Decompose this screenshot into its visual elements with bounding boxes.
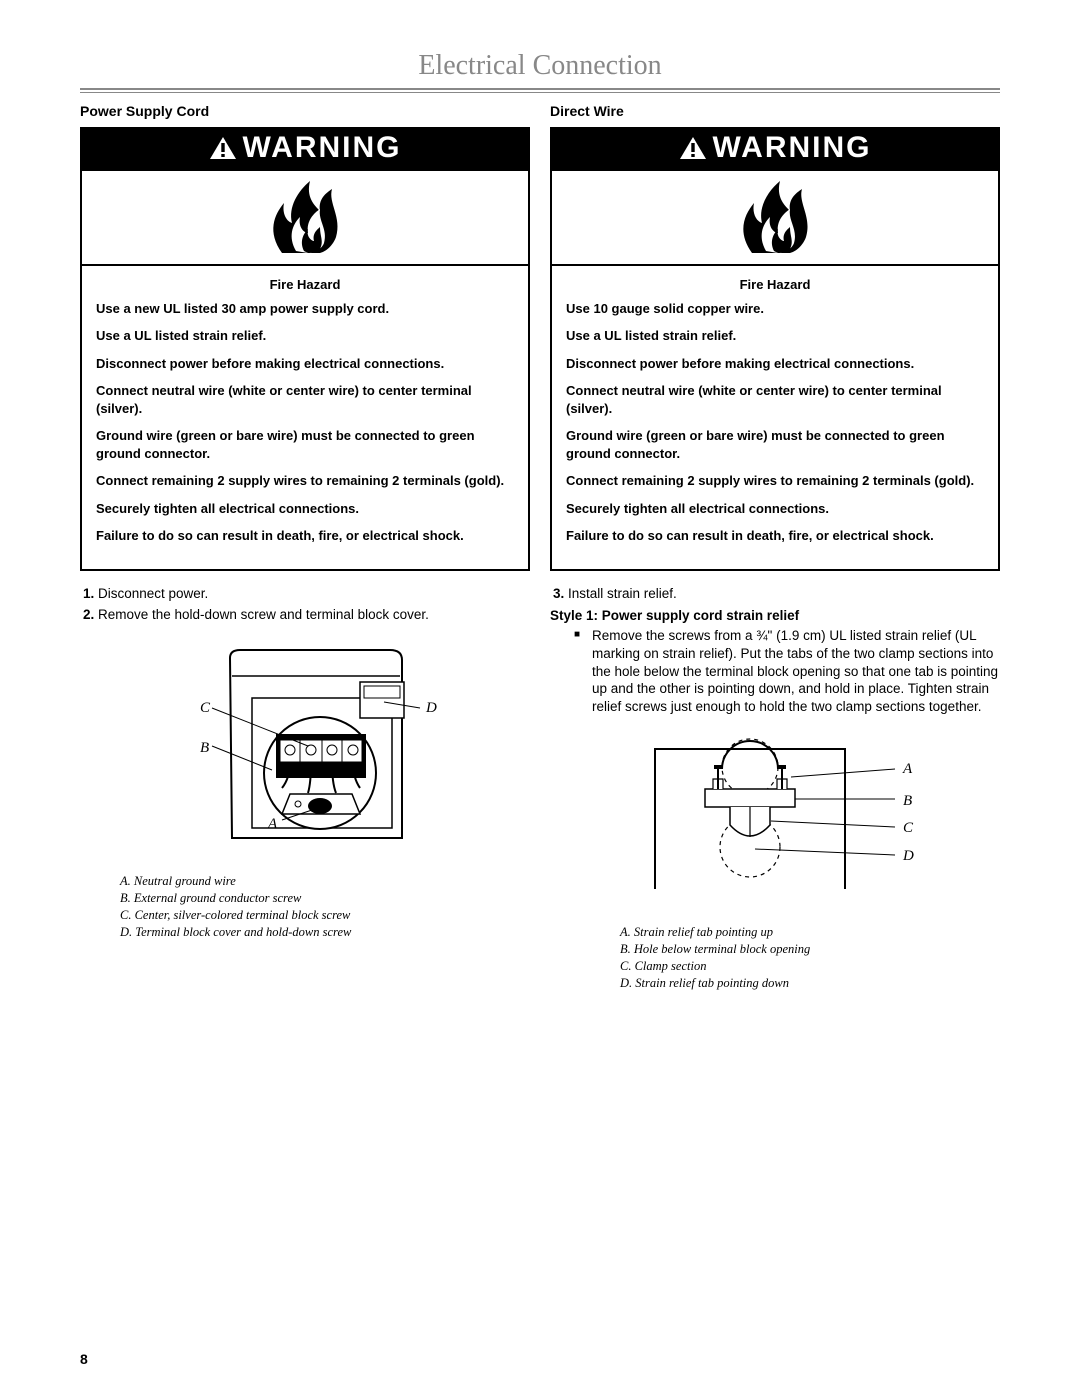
right-warning-header: WARNING: [552, 129, 998, 171]
diagram-label-b: B: [200, 740, 209, 756]
left-warning-box: WARNING Fire Hazard Use a new UL listed …: [80, 127, 530, 571]
step-item: Disconnect power.: [98, 585, 530, 603]
bullet-text: Remove the screws from a ¾" (1.9 cm) UL …: [550, 627, 1000, 715]
left-warning-body: Fire Hazard Use a new UL listed 30 amp p…: [82, 266, 528, 569]
hazard-line: Use 10 gauge solid copper wire.: [566, 300, 984, 318]
diagram-label-a: A: [902, 761, 913, 777]
flame-icon: [732, 177, 818, 255]
left-hazard-title: Fire Hazard: [96, 276, 514, 294]
caption-line: B. Hole below terminal block opening: [620, 941, 1000, 958]
right-diagram: A B C D A. Strain relief tab pointing up…: [550, 729, 1000, 992]
right-steps: Install strain relief. Style 1: Power su…: [550, 585, 1000, 715]
title-rule: [80, 88, 1000, 93]
right-column: Direct Wire WARNING Fire Hazard U: [550, 103, 1000, 992]
diagram-label-b: B: [903, 793, 912, 809]
step-item: Remove the hold-down screw and terminal …: [98, 606, 530, 624]
hazard-line: Failure to do so can result in death, fi…: [566, 527, 984, 545]
diagram-label-c: C: [200, 700, 211, 716]
alert-triangle-icon: [679, 136, 707, 160]
caption-line: D. Terminal block cover and hold-down sc…: [120, 924, 530, 941]
left-warning-header: WARNING: [82, 129, 528, 171]
right-hazard-title: Fire Hazard: [566, 276, 984, 294]
two-column-layout: Power Supply Cord WARNING Fire Hazard: [80, 103, 1000, 992]
hazard-line: Use a UL listed strain relief.: [566, 327, 984, 345]
caption-line: A. Strain relief tab pointing up: [620, 924, 1000, 941]
left-warning-label: WARNING: [243, 131, 402, 165]
caption-line: B. External ground conductor screw: [120, 890, 530, 907]
hazard-line: Ground wire (green or bare wire) must be…: [566, 427, 984, 462]
right-warning-body: Fire Hazard Use 10 gauge solid copper wi…: [552, 266, 998, 569]
diagram-label-c: C: [903, 820, 914, 836]
hazard-line: Use a new UL listed 30 amp power supply …: [96, 300, 514, 318]
alert-triangle-icon: [209, 136, 237, 160]
hazard-line: Ground wire (green or bare wire) must be…: [96, 427, 514, 462]
caption-line: C. Clamp section: [620, 958, 1000, 975]
diagram-label-d: D: [902, 848, 914, 864]
left-column: Power Supply Cord WARNING Fire Hazard: [80, 103, 530, 992]
flame-icon: [262, 177, 348, 255]
hazard-line: Connect neutral wire (white or center wi…: [96, 382, 514, 417]
diagram-label-d: D: [425, 700, 437, 716]
right-caption: A. Strain relief tab pointing up B. Hole…: [550, 924, 1000, 992]
right-warning-box: WARNING Fire Hazard Use 10 gauge solid c…: [550, 127, 1000, 571]
right-heading: Direct Wire: [550, 103, 1000, 119]
right-flame-area: [552, 171, 998, 266]
hazard-line: Securely tighten all electrical connecti…: [566, 500, 984, 518]
hazard-line: Disconnect power before making electrica…: [566, 355, 984, 373]
hazard-line: Use a UL listed strain relief.: [96, 327, 514, 345]
hazard-line: Connect neutral wire (white or center wi…: [566, 382, 984, 417]
dryer-terminal-diagram: C B A D: [140, 638, 470, 858]
left-steps: Disconnect power. Remove the hold-down s…: [80, 585, 530, 624]
left-caption: A. Neutral ground wire B. External groun…: [80, 873, 530, 941]
strain-relief-diagram: A B C D: [595, 729, 955, 909]
caption-line: D. Strain relief tab pointing down: [620, 975, 1000, 992]
caption-line: C. Center, silver-colored terminal block…: [120, 907, 530, 924]
diagram-label-a: A: [267, 816, 278, 832]
style-heading: Style 1: Power supply cord strain relief: [550, 607, 1000, 625]
page-number: 8: [80, 1351, 88, 1367]
step-item: Install strain relief.: [568, 585, 1000, 603]
hazard-line: Connect remaining 2 supply wires to rema…: [566, 472, 984, 490]
hazard-line: Connect remaining 2 supply wires to rema…: [96, 472, 514, 490]
caption-line: A. Neutral ground wire: [120, 873, 530, 890]
left-flame-area: [82, 171, 528, 266]
left-diagram: C B A D A. Neutral ground wire B. Extern…: [80, 638, 530, 941]
page-title: Electrical Connection: [80, 50, 1000, 82]
hazard-line: Securely tighten all electrical connecti…: [96, 500, 514, 518]
hazard-line: Disconnect power before making electrica…: [96, 355, 514, 373]
right-warning-label: WARNING: [713, 131, 872, 165]
left-heading: Power Supply Cord: [80, 103, 530, 119]
hazard-line: Failure to do so can result in death, fi…: [96, 527, 514, 545]
